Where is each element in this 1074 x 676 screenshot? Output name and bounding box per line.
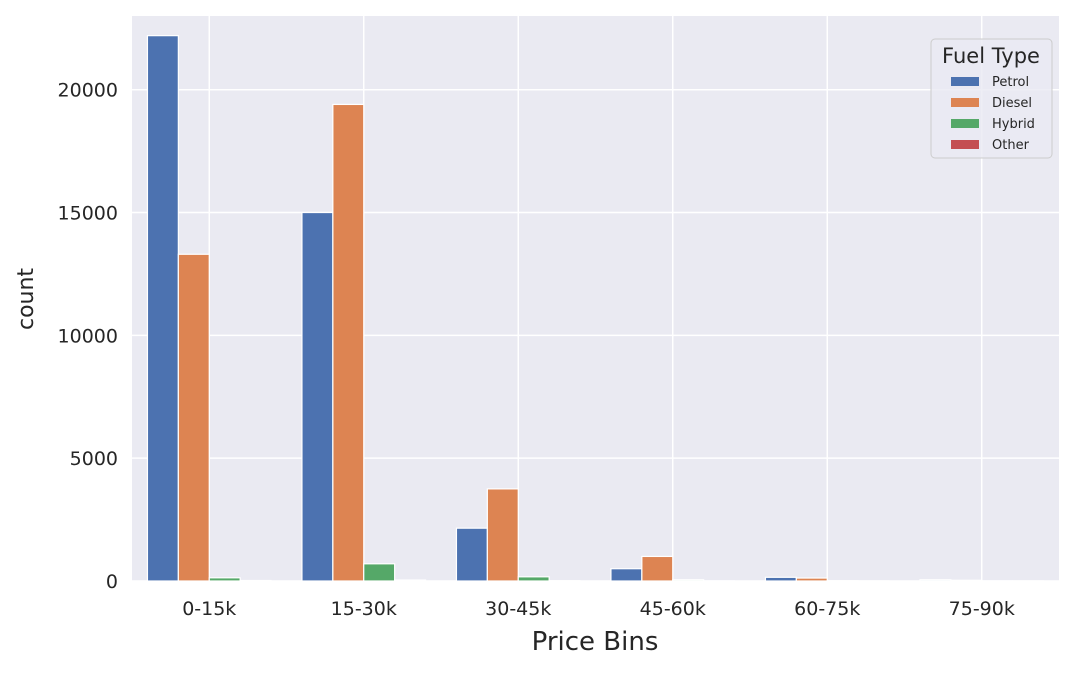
x-tick-label: 30-45k (485, 598, 551, 620)
y-tick-label: 15000 (58, 203, 118, 225)
bar-petrol-60-75k (765, 577, 796, 581)
legend-label: Petrol (992, 75, 1029, 90)
y-tick-label: 20000 (58, 80, 118, 102)
bar-petrol-45-60k (611, 569, 642, 581)
x-tick-label: 60-75k (794, 598, 860, 620)
bar-other-15-30k (395, 580, 426, 581)
legend-label: Diesel (992, 96, 1032, 111)
x-tick-label: 0-15k (182, 598, 236, 620)
bar-petrol-75-90k (920, 580, 951, 581)
x-tick-label: 75-90k (949, 598, 1015, 620)
legend-swatch (951, 119, 979, 128)
legend-swatch (951, 77, 979, 86)
y-tick-label: 0 (106, 571, 118, 593)
plot-area (132, 16, 1059, 581)
x-tick-label: 45-60k (640, 598, 706, 620)
bar-petrol-15-30k (302, 213, 333, 581)
bar-diesel-75-90k (951, 580, 982, 581)
bar-diesel-30-45k (487, 489, 518, 581)
bar-hybrid-30-45k (518, 577, 549, 581)
x-tick-labels: 0-15k 15-30k 30-45k 45-60k 60-75k 75-90k (182, 598, 1015, 620)
legend-title: Fuel Type (942, 44, 1040, 68)
bar-hybrid-15-30k (364, 564, 395, 581)
bar-diesel-15-30k (333, 104, 364, 581)
y-tick-label: 5000 (70, 448, 118, 470)
bar-diesel-0-15k (178, 254, 209, 581)
legend-swatch (951, 140, 979, 149)
bar-petrol-30-45k (456, 528, 487, 581)
y-tick-labels: 0 5000 10000 15000 20000 (58, 80, 118, 593)
x-tick-label: 15-30k (331, 598, 397, 620)
bar-petrol-0-15k (147, 36, 178, 581)
bar-hybrid-45-60k (673, 580, 704, 581)
legend: Fuel Type Petrol Diesel Hybrid Other (931, 39, 1052, 158)
legend-label: Other (992, 138, 1030, 153)
y-axis-label: count (14, 268, 39, 330)
bar-hybrid-0-15k (209, 578, 240, 581)
y-tick-label: 10000 (58, 325, 118, 347)
bar-diesel-45-60k (642, 556, 673, 581)
legend-swatch (951, 98, 979, 107)
x-axis-label: Price Bins (532, 627, 659, 657)
bar-diesel-60-75k (796, 578, 827, 581)
legend-label: Hybrid (992, 117, 1035, 132)
